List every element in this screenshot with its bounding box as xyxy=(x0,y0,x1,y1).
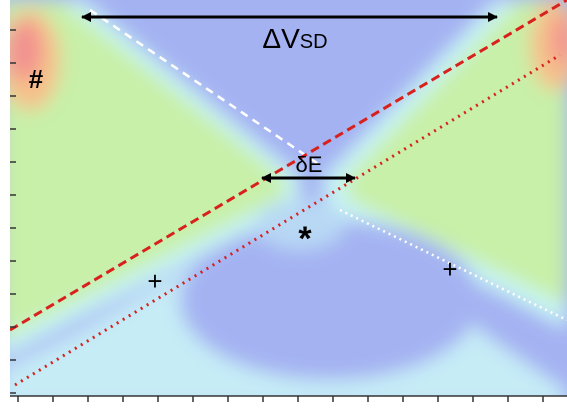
label-main: ΔV xyxy=(262,23,300,54)
hash-marker: # xyxy=(29,64,44,94)
ticks xyxy=(10,29,567,402)
delta-e-label: δE xyxy=(296,152,323,177)
guide-line xyxy=(339,208,567,322)
edge-line xyxy=(14,53,561,387)
plus-marker: + xyxy=(442,254,457,284)
edge-line xyxy=(10,0,567,332)
star-marker: * xyxy=(298,220,312,258)
delta-vsd-label: ΔVSD xyxy=(262,23,327,54)
label-sub: SD xyxy=(300,31,328,53)
plus-marker: + xyxy=(147,266,162,296)
guide-line xyxy=(89,8,321,167)
